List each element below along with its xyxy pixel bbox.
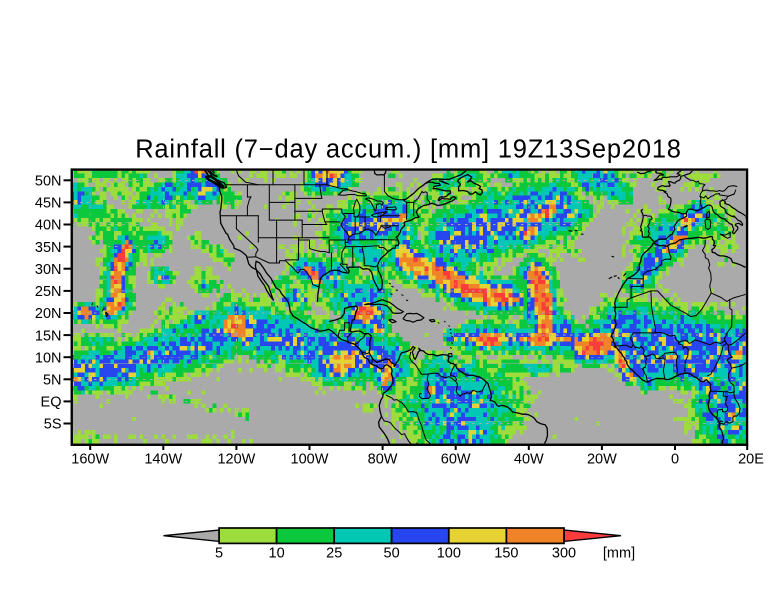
svg-text:10: 10 bbox=[269, 545, 285, 561]
svg-text:20N: 20N bbox=[35, 306, 62, 322]
svg-text:140W: 140W bbox=[144, 451, 182, 467]
svg-text:20W: 20W bbox=[587, 451, 617, 467]
svg-text:25N: 25N bbox=[35, 284, 62, 300]
svg-text:5: 5 bbox=[215, 545, 223, 561]
svg-text:[mm]: [mm] bbox=[603, 545, 635, 561]
svg-text:50: 50 bbox=[384, 545, 400, 561]
svg-text:40W: 40W bbox=[514, 451, 544, 467]
svg-text:100W: 100W bbox=[291, 451, 329, 467]
svg-text:35N: 35N bbox=[35, 240, 62, 256]
svg-text:160W: 160W bbox=[71, 451, 109, 467]
svg-text:EQ: EQ bbox=[41, 395, 62, 411]
svg-text:100: 100 bbox=[437, 545, 461, 561]
svg-text:45N: 45N bbox=[35, 196, 62, 212]
svg-text:60W: 60W bbox=[441, 451, 471, 467]
svg-text:150: 150 bbox=[494, 545, 518, 561]
svg-text:40N: 40N bbox=[35, 218, 62, 234]
svg-text:80W: 80W bbox=[368, 451, 398, 467]
svg-text:0: 0 bbox=[671, 451, 679, 467]
svg-text:5N: 5N bbox=[43, 373, 62, 389]
svg-text:30N: 30N bbox=[35, 262, 62, 278]
svg-text:15N: 15N bbox=[35, 328, 62, 344]
svg-text:25: 25 bbox=[326, 545, 342, 561]
svg-text:50N: 50N bbox=[35, 174, 62, 190]
svg-text:20E: 20E bbox=[738, 451, 764, 467]
svg-text:5S: 5S bbox=[44, 417, 62, 433]
svg-text:120W: 120W bbox=[217, 451, 255, 467]
svg-text:10N: 10N bbox=[35, 350, 62, 366]
svg-text:Rainfall (7−day accum.) [mm] 1: Rainfall (7−day accum.) [mm] 19Z13Sep201… bbox=[135, 136, 682, 164]
svg-text:300: 300 bbox=[552, 545, 576, 561]
